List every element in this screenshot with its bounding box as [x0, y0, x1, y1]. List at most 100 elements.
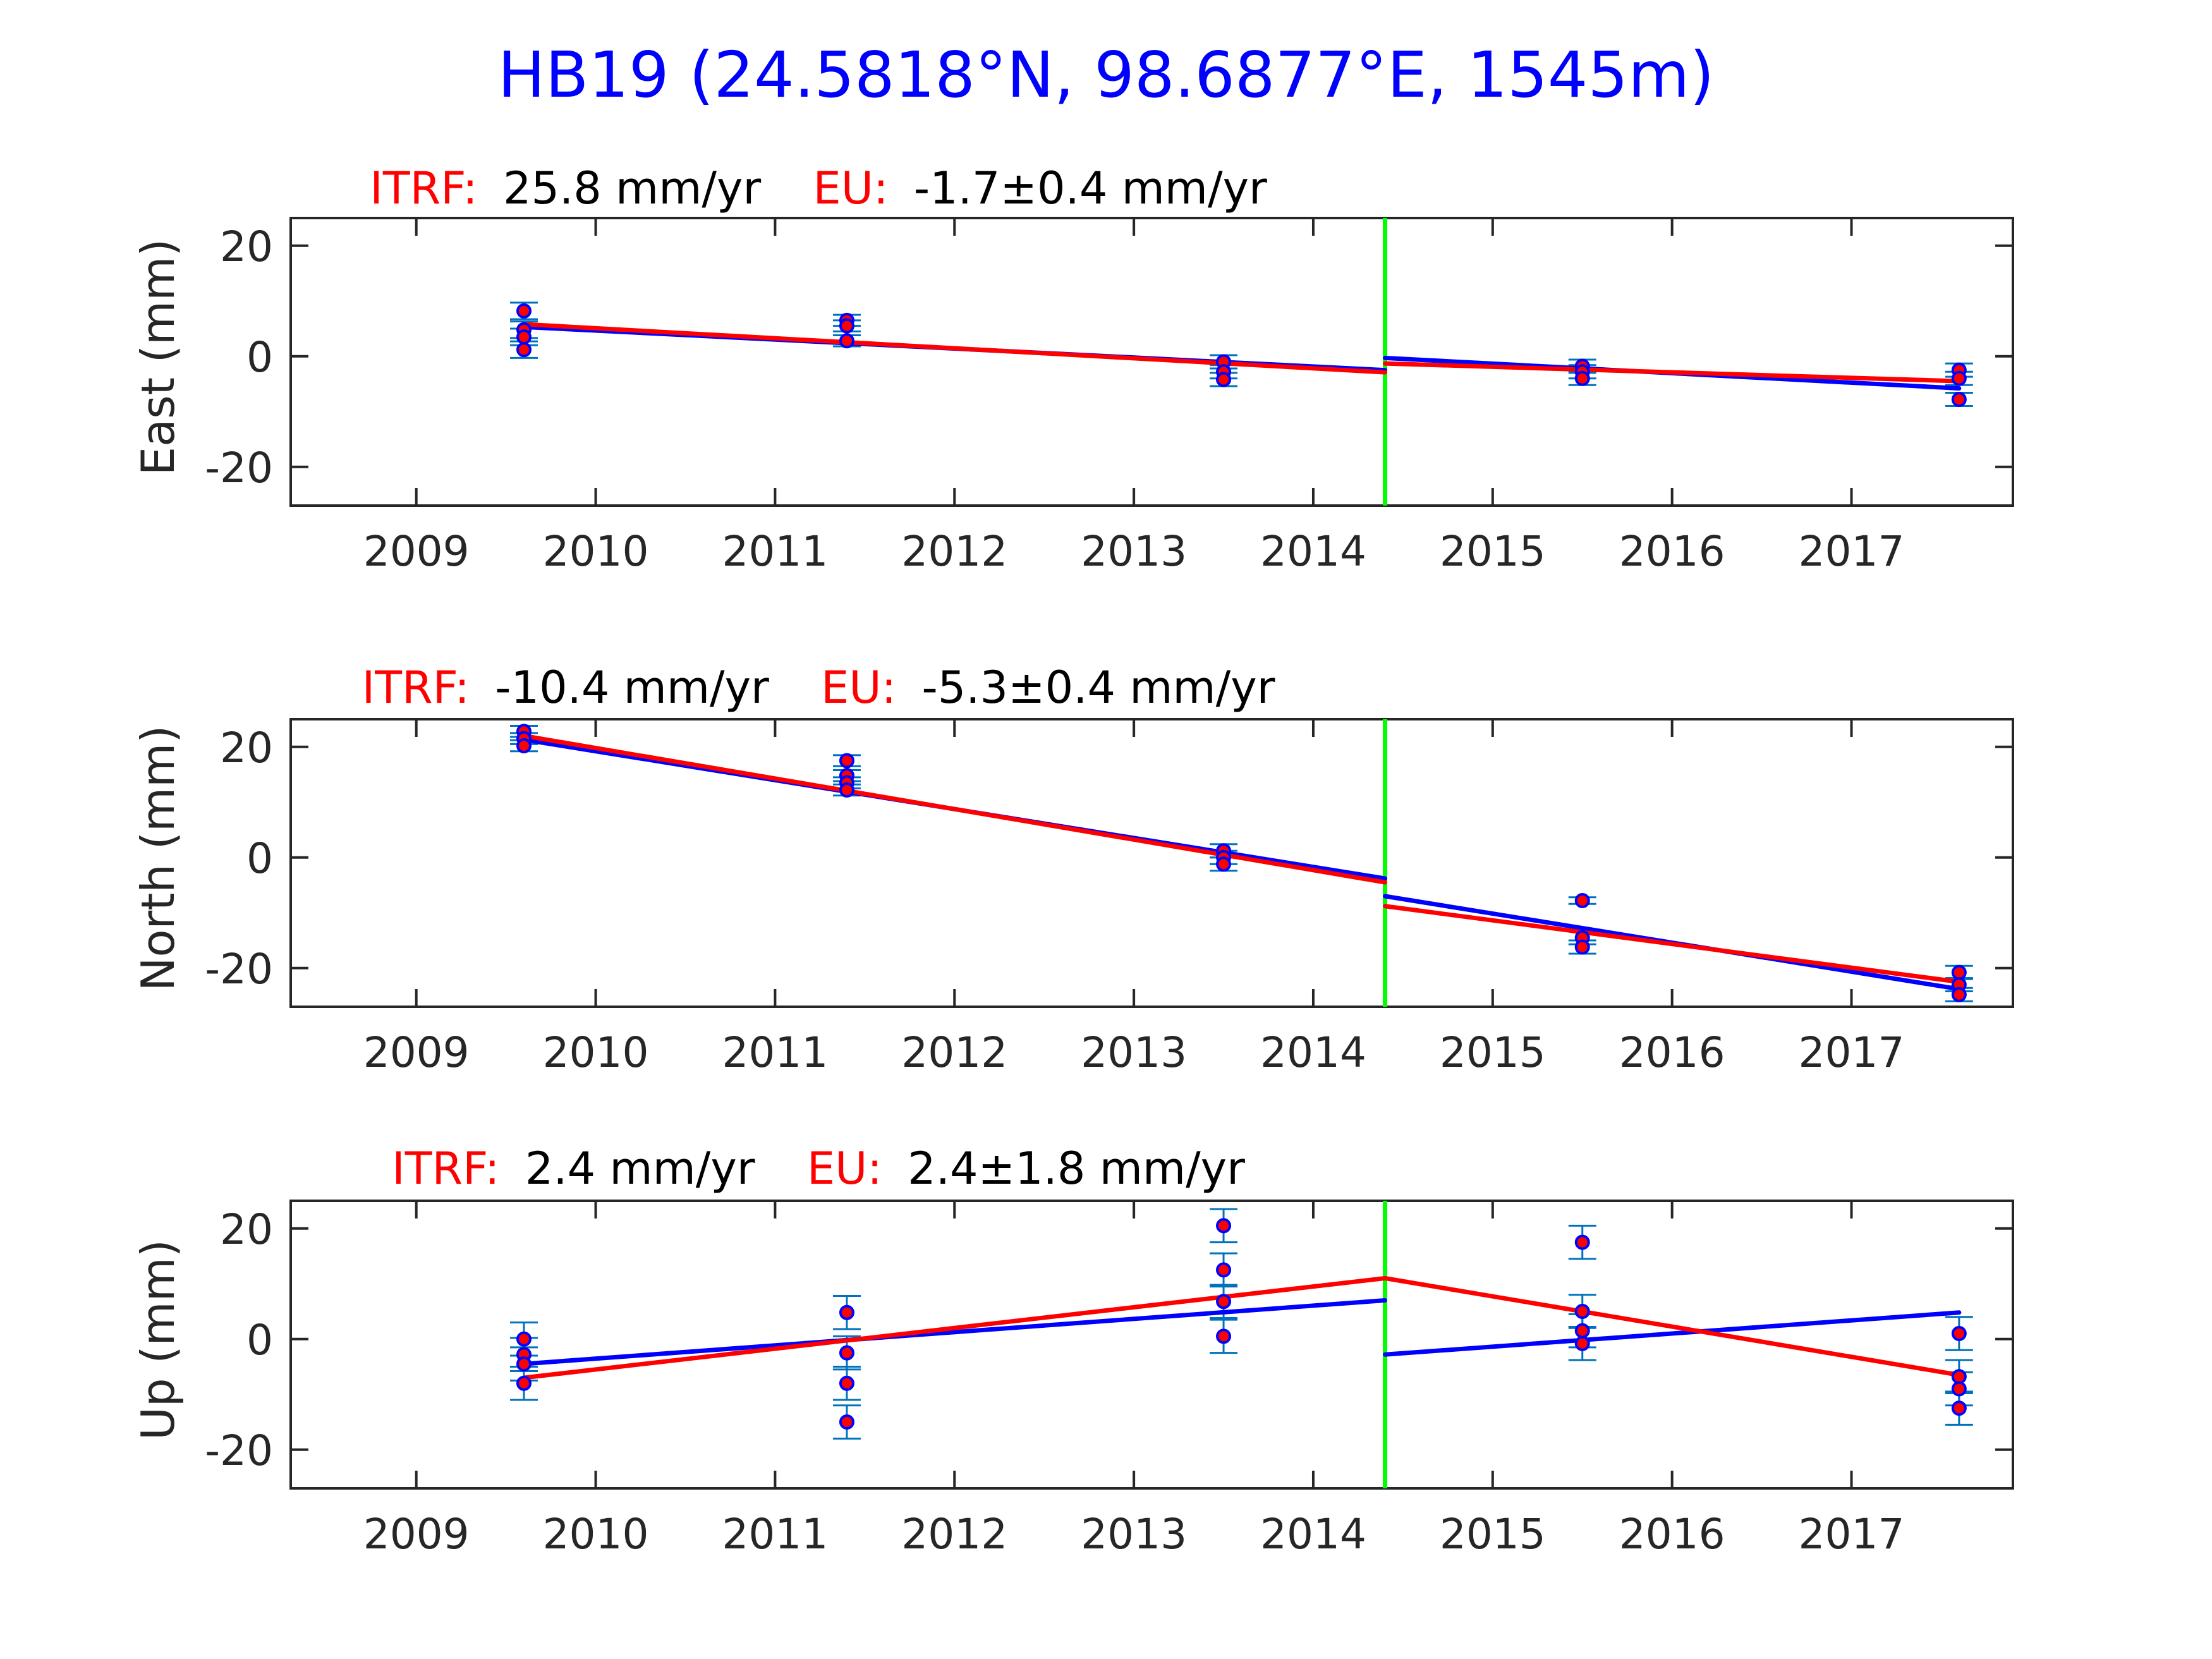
up-xtick-label: 2010	[543, 1510, 649, 1559]
up-data-point	[1574, 1234, 1590, 1250]
panel-north-ylabel: North (mm)	[131, 726, 185, 992]
up-fit-red	[521, 1276, 1388, 1380]
north-xtick-label: 2016	[1619, 1028, 1725, 1077]
panel-east-eu-value: -1.7±0.4 mm/yr	[914, 162, 1267, 214]
panel-up-title: ITRF: 2.4 mm/yr EU: 2.4±1.8 mm/yr	[392, 1143, 1245, 1194]
panel-east-title: ITRF: 25.8 mm/yr EU: -1.7±0.4 mm/yr	[370, 162, 1267, 214]
north-xtick-label: 2014	[1260, 1028, 1366, 1077]
panel-north-plot: 2009 2010 2011 2012 2013 2014 2015 2016 2017 20 0 -…	[205, 718, 2014, 1077]
up-ytick-label: -20	[205, 1426, 273, 1475]
north-ytick-label: -20	[205, 945, 273, 994]
up-xtick-label: 2013	[1081, 1510, 1187, 1559]
up-data-point	[1951, 1401, 1967, 1416]
east-data-point	[516, 329, 532, 345]
east-xtick-label: 2010	[543, 527, 649, 576]
panel-north-itrf-label: ITRF:	[362, 662, 470, 714]
up-data-point	[839, 1375, 854, 1391]
up-data-point	[1951, 1369, 1967, 1385]
up-data-point	[839, 1345, 854, 1361]
up-data-point	[516, 1375, 532, 1391]
up-fit-red	[1383, 1276, 1962, 1378]
north-ytick-label: 20	[220, 724, 273, 772]
east-data-point	[1951, 370, 1967, 386]
figure-title: HB19 (24.5818°N, 98.6877°E, 1545m)	[497, 38, 1715, 112]
panel-up-ylabel: Up (mm)	[131, 1239, 185, 1440]
up-ytick-label: 20	[220, 1205, 273, 1254]
east-data-point	[516, 303, 532, 319]
panel-up-eu-value: 2.4±1.8 mm/yr	[908, 1143, 1245, 1194]
north-data-point	[1216, 856, 1232, 872]
east-xtick-label: 2012	[901, 527, 1007, 576]
east-data-point	[516, 342, 532, 358]
east-xtick-label: 2013	[1081, 527, 1187, 576]
east-xtick-label: 2014	[1260, 527, 1366, 576]
north-xtick-label: 2010	[543, 1028, 649, 1077]
up-xtick-label: 2011	[722, 1510, 828, 1559]
panel-north: ITRF: -10.4 mm/yr EU: -5.3±0.4 mm/yr Nor…	[131, 662, 2014, 1077]
east-data-point	[839, 318, 854, 334]
east-data-point	[1574, 370, 1590, 386]
panel-north-itrf-value: -10.4 mm/yr	[495, 662, 769, 714]
up-data-point	[516, 1331, 532, 1347]
panel-east-itrf-value: 25.8 mm/yr	[503, 162, 761, 214]
east-xtick-label: 2017	[1799, 527, 1905, 576]
north-fit-red	[1383, 904, 1962, 985]
north-axes-box	[289, 718, 2014, 1008]
east-data-point	[1216, 372, 1232, 387]
panel-east-ylabel: East (mm)	[131, 239, 185, 476]
panel-north-eu-label: EU:	[821, 662, 896, 714]
north-data-point	[839, 753, 854, 769]
north-xtick-label: 2011	[722, 1028, 828, 1077]
panel-up-eu-label: EU:	[807, 1143, 882, 1194]
up-data-point	[1951, 1326, 1967, 1341]
east-ytick-label: 0	[246, 333, 273, 382]
up-xtick-label: 2009	[363, 1510, 470, 1559]
east-data-point	[839, 333, 854, 349]
north-xtick-label: 2012	[901, 1028, 1007, 1077]
east-xtick-label: 2009	[363, 527, 470, 576]
up-data-point	[839, 1414, 854, 1430]
panel-up: ITRF: 2.4 mm/yr EU: 2.4±1.8 mm/yr Up (mm…	[131, 1143, 2014, 1559]
up-data-point	[1216, 1328, 1232, 1344]
north-data-point	[1574, 893, 1590, 908]
up-fit-blue	[521, 1298, 1388, 1366]
north-xtick-label: 2017	[1799, 1028, 1905, 1077]
up-xtick-label: 2017	[1799, 1510, 1905, 1559]
north-data-point	[516, 738, 532, 753]
panel-up-itrf-value: 2.4 mm/yr	[525, 1143, 755, 1194]
north-ytick-label: 0	[246, 834, 273, 883]
north-xtick-label: 2015	[1440, 1028, 1546, 1077]
east-fit-red	[1383, 361, 1962, 384]
north-data-point	[1951, 987, 1967, 1002]
up-fit-blue	[1383, 1310, 1962, 1357]
east-fit-red	[521, 322, 1388, 375]
panel-north-title: ITRF: -10.4 mm/yr EU: -5.3±0.4 mm/yr	[362, 662, 1275, 714]
east-ytick-label: -20	[205, 444, 273, 492]
up-data-point	[1574, 1335, 1590, 1351]
up-data-point	[1216, 1262, 1232, 1278]
up-data-point	[1216, 1294, 1232, 1310]
panel-north-eu-value: -5.3±0.4 mm/yr	[921, 662, 1275, 714]
north-xtick-label: 2009	[363, 1028, 470, 1077]
north-data-point	[1951, 964, 1967, 980]
up-data-point	[839, 1304, 854, 1320]
up-data-point	[1574, 1304, 1590, 1319]
panel-east: ITRF: 25.8 mm/yr EU: -1.7±0.4 mm/yr East…	[131, 162, 2014, 576]
east-ytick-label: 20	[220, 222, 273, 271]
east-data-point	[1951, 392, 1967, 407]
east-axes-box	[289, 217, 2014, 507]
up-xtick-label: 2014	[1260, 1510, 1366, 1559]
up-xtick-label: 2016	[1619, 1510, 1725, 1559]
up-xtick-label: 2015	[1440, 1510, 1546, 1559]
up-data-point	[1951, 1381, 1967, 1397]
north-data-point	[839, 782, 854, 798]
panel-up-plot: 2009 2010 2011 2012 2013 2014 2015 2016 2017 20 0 -…	[205, 1200, 2014, 1559]
up-axes-box	[289, 1200, 2014, 1490]
north-data-point	[1574, 939, 1590, 955]
east-xtick-label: 2015	[1440, 527, 1546, 576]
panel-east-eu-label: EU:	[813, 162, 888, 214]
up-data-point	[1574, 1323, 1590, 1339]
up-data-point	[516, 1356, 532, 1372]
panel-up-itrf-label: ITRF:	[392, 1143, 499, 1194]
